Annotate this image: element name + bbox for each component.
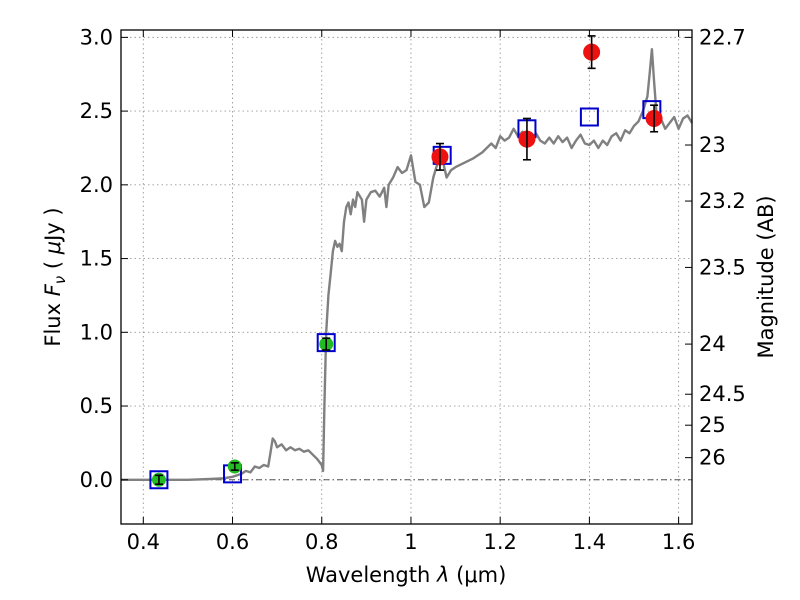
x-tick-label: 1.6 xyxy=(662,530,695,554)
x-tick-label: 0.8 xyxy=(305,530,338,554)
y2-axis-title: Magnitude (AB) xyxy=(754,195,778,358)
y-axis-title: Flux Fν ( μJy ) xyxy=(41,207,69,346)
y-tick-label: 2.0 xyxy=(80,173,113,197)
y2-tick-label: 23 xyxy=(699,133,726,157)
y2-tick-label: 24 xyxy=(699,332,726,356)
grid xyxy=(121,30,692,524)
x-tick-label: 0.6 xyxy=(216,530,249,554)
y-tick-label: 2.5 xyxy=(80,99,113,123)
y2-tick-label: 23.2 xyxy=(699,189,746,213)
y2-tick-label: 23.5 xyxy=(699,255,746,279)
x-tick-label: 1.2 xyxy=(483,530,516,554)
axes: 0.4 0.6 0.8 1 1.2 1.4 1.6 0.0 0.5 1.0 1.5 2.0 2.5 3.0… xyxy=(80,25,746,554)
y-tick-label: 1.5 xyxy=(80,247,113,271)
x-tick-label: 0.4 xyxy=(127,530,160,554)
x-tick-label: 1 xyxy=(404,530,417,554)
y-tick-label: 0.0 xyxy=(80,468,113,492)
plot-frame xyxy=(120,29,693,525)
y2-tick-label: 22.7 xyxy=(699,25,746,49)
model-photometry-square xyxy=(149,470,169,490)
y-tick-label: 0.5 xyxy=(80,394,113,418)
y-tick-label: 3.0 xyxy=(80,25,113,49)
model-photometry-square xyxy=(579,107,599,127)
plot-area xyxy=(121,35,694,490)
x-tick-label: 1.4 xyxy=(573,530,606,554)
x-axis-title: Wavelength λ (μm) xyxy=(306,563,507,587)
model-spectrum-line xyxy=(121,48,694,481)
y2-tick-label: 24.5 xyxy=(699,382,746,406)
y-tick-label: 1.0 xyxy=(80,320,113,344)
model-photometry-square xyxy=(316,333,336,353)
y2-tick-label: 25 xyxy=(699,413,726,437)
y2-tick-label: 26 xyxy=(699,446,726,470)
